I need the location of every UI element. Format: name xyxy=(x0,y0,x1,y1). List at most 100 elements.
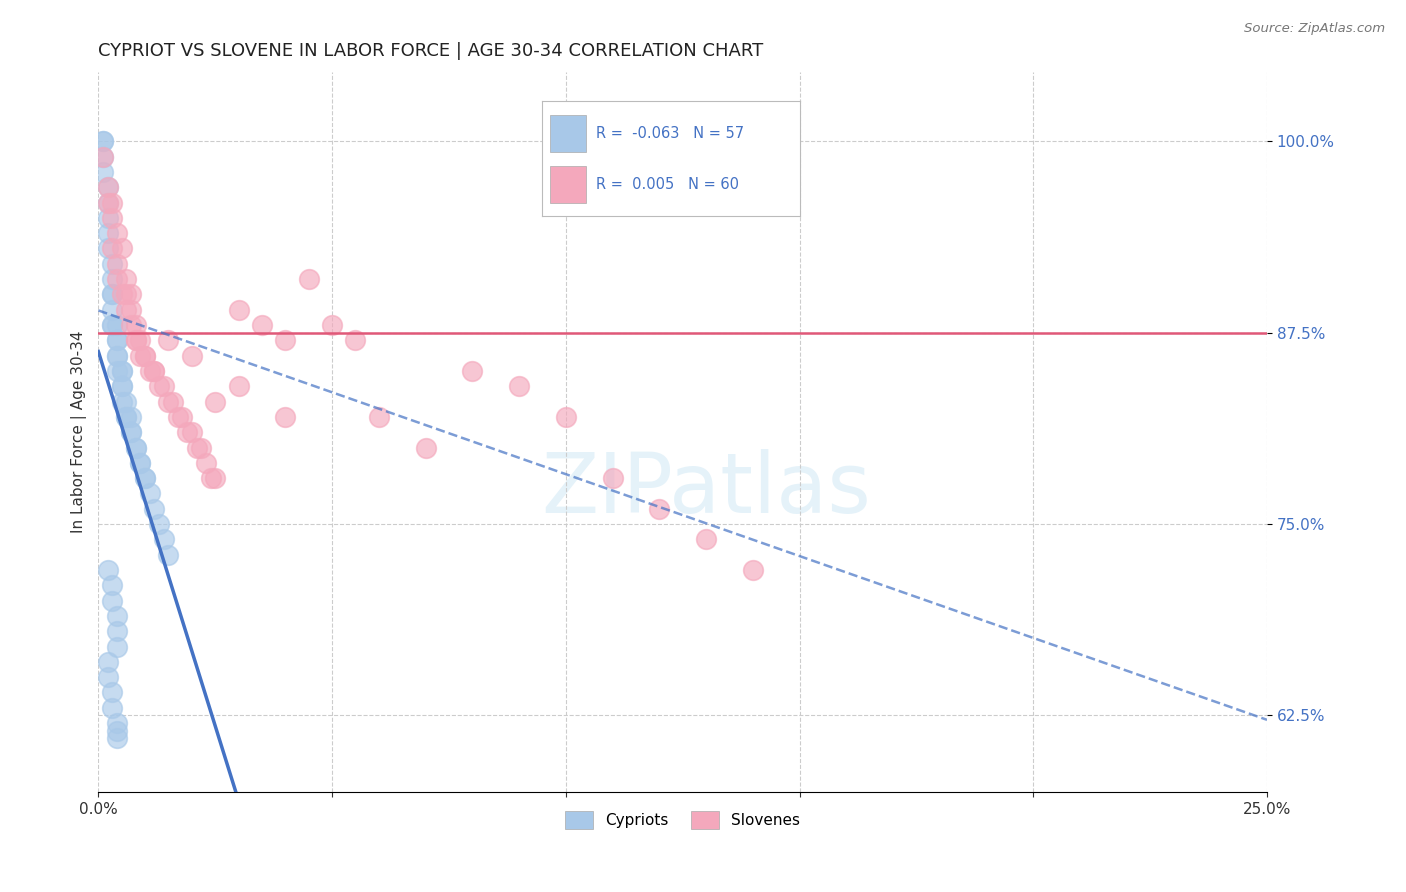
Point xyxy=(97,195,120,210)
Point xyxy=(157,394,180,409)
Point xyxy=(143,364,166,378)
Point xyxy=(602,471,624,485)
Point xyxy=(101,318,124,332)
Point xyxy=(105,723,128,738)
Point xyxy=(461,364,484,378)
Point xyxy=(129,334,152,348)
Point xyxy=(105,318,128,332)
Point xyxy=(204,394,226,409)
Point xyxy=(152,379,174,393)
Point xyxy=(111,379,134,393)
Point xyxy=(186,441,208,455)
Point xyxy=(111,364,134,378)
Point xyxy=(120,409,142,424)
Point xyxy=(176,425,198,440)
Point xyxy=(741,563,763,577)
Point xyxy=(105,608,128,623)
Point xyxy=(162,394,184,409)
Point xyxy=(172,409,194,424)
Point xyxy=(111,364,134,378)
Point xyxy=(115,409,138,424)
Point xyxy=(695,533,717,547)
Point xyxy=(554,409,576,424)
Point xyxy=(97,195,120,210)
Point xyxy=(143,364,166,378)
Point xyxy=(105,716,128,731)
Point xyxy=(321,318,343,332)
Point xyxy=(190,441,212,455)
Point xyxy=(139,486,162,500)
Point xyxy=(97,242,120,256)
Point xyxy=(125,334,148,348)
Point xyxy=(97,180,120,194)
Point xyxy=(101,272,124,286)
Point xyxy=(101,287,124,301)
Point xyxy=(152,533,174,547)
Point xyxy=(101,700,124,714)
Point xyxy=(157,548,180,562)
Point xyxy=(105,731,128,746)
Point xyxy=(115,394,138,409)
Point xyxy=(101,287,124,301)
Point xyxy=(508,379,530,393)
Legend: Cypriots, Slovenes: Cypriots, Slovenes xyxy=(560,805,806,835)
Point xyxy=(101,578,124,592)
Point xyxy=(91,134,114,148)
Point xyxy=(101,685,124,699)
Point xyxy=(105,334,128,348)
Point xyxy=(125,334,148,348)
Text: CYPRIOT VS SLOVENE IN LABOR FORCE | AGE 30-34 CORRELATION CHART: CYPRIOT VS SLOVENE IN LABOR FORCE | AGE … xyxy=(98,42,763,60)
Point xyxy=(129,456,152,470)
Point xyxy=(105,226,128,240)
Point xyxy=(101,211,124,225)
Point xyxy=(143,501,166,516)
Point xyxy=(125,441,148,455)
Point xyxy=(120,425,142,440)
Point xyxy=(105,640,128,654)
Point xyxy=(105,272,128,286)
Point xyxy=(101,257,124,271)
Point xyxy=(344,334,367,348)
Point xyxy=(115,287,138,301)
Y-axis label: In Labor Force | Age 30-34: In Labor Force | Age 30-34 xyxy=(72,331,87,533)
Point xyxy=(129,349,152,363)
Point xyxy=(228,379,250,393)
Point xyxy=(91,134,114,148)
Point xyxy=(111,394,134,409)
Point xyxy=(105,349,128,363)
Point xyxy=(129,456,152,470)
Point xyxy=(274,409,297,424)
Point xyxy=(101,318,124,332)
Point xyxy=(120,302,142,317)
Point xyxy=(367,409,389,424)
Point xyxy=(148,379,170,393)
Point xyxy=(120,425,142,440)
Point xyxy=(125,441,148,455)
Point xyxy=(115,409,138,424)
Point xyxy=(105,334,128,348)
Point xyxy=(101,195,124,210)
Point xyxy=(105,624,128,639)
Point xyxy=(115,272,138,286)
Point xyxy=(101,242,124,256)
Point xyxy=(91,150,114,164)
Point xyxy=(157,334,180,348)
Point xyxy=(105,364,128,378)
Point xyxy=(97,655,120,669)
Point xyxy=(204,471,226,485)
Point xyxy=(120,287,142,301)
Point xyxy=(148,516,170,531)
Point xyxy=(134,471,156,485)
Point xyxy=(250,318,273,332)
Point xyxy=(91,165,114,179)
Point xyxy=(111,379,134,393)
Point xyxy=(105,257,128,271)
Point xyxy=(139,364,162,378)
Point xyxy=(97,211,120,225)
Point xyxy=(125,318,148,332)
Point xyxy=(134,349,156,363)
Point xyxy=(194,456,217,470)
Point xyxy=(101,302,124,317)
Point xyxy=(120,318,142,332)
Point xyxy=(97,180,120,194)
